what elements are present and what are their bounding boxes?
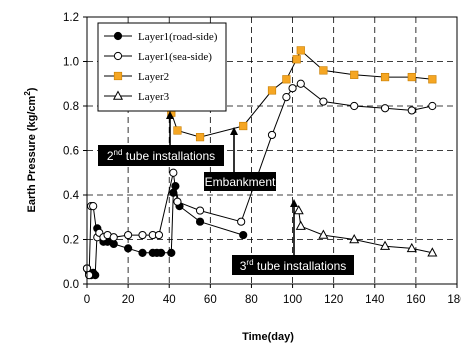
series-line xyxy=(86,184,244,277)
legend-marker xyxy=(112,90,124,100)
data-point xyxy=(239,121,248,131)
data-point xyxy=(427,247,438,257)
x-axis-title: Time(day) xyxy=(242,331,294,343)
legend-item: Layer1(road-side) xyxy=(104,31,218,43)
annotation-arrowhead-3rd-tube xyxy=(290,199,298,207)
annotation-box-3rd-tube xyxy=(232,255,354,275)
y-tick-label: 0.4 xyxy=(63,190,80,202)
data-point xyxy=(380,104,390,113)
data-point xyxy=(380,240,391,250)
data-point xyxy=(407,72,416,82)
data-point xyxy=(173,126,182,135)
annotation-2nd-tube: 2nd tube installations xyxy=(107,148,215,163)
annotation-arrowhead-embankment xyxy=(230,127,238,135)
data-point xyxy=(292,55,301,64)
x-tick-label: 0 xyxy=(84,294,90,306)
data-point xyxy=(195,217,205,226)
legend-label: Layer1(sea-side) xyxy=(138,51,212,63)
x-tick-label: 100 xyxy=(283,294,302,306)
x-tick-label: 120 xyxy=(324,294,343,306)
x-tick-label: 160 xyxy=(406,294,425,306)
data-point xyxy=(195,206,205,215)
x-tick-label: 180 xyxy=(447,294,461,306)
data-point xyxy=(296,46,305,55)
data-point xyxy=(138,230,147,240)
y-tick-label: 1.2 xyxy=(63,12,79,24)
data-point xyxy=(124,230,133,240)
annotation-box-embankment xyxy=(204,172,276,191)
series-1 xyxy=(82,182,248,280)
x-tick-label: 60 xyxy=(204,294,217,306)
data-point xyxy=(195,133,205,142)
data-point xyxy=(109,233,118,242)
data-point xyxy=(428,75,437,84)
legend-label: Layer3 xyxy=(138,91,170,103)
legend-label: Layer1(road-side) xyxy=(138,31,218,43)
x-tick-label: 40 xyxy=(163,294,176,306)
y-tick-label: 0.6 xyxy=(63,146,79,158)
legend-item: Layer1(sea-side) xyxy=(104,51,212,63)
data-point xyxy=(406,242,417,253)
y-tick-label: 0.8 xyxy=(63,101,79,113)
legend: Layer1(road-side) Layer1(sea-side) Layer2 L… xyxy=(97,22,227,112)
data-point xyxy=(428,101,437,111)
data-point xyxy=(349,233,360,244)
annotation-box-2nd-tube xyxy=(98,145,224,166)
data-point xyxy=(89,202,98,211)
series-3 xyxy=(167,46,437,142)
data-point xyxy=(319,66,328,75)
axis-ticks: 0 20 40 60 80 100 120 140 160 180 0.0 0.2 0.4 0.6 0.8 1… xyxy=(63,12,461,306)
y-tick-label: 1.0 xyxy=(63,57,79,69)
data-point xyxy=(282,93,291,102)
data-point xyxy=(109,239,118,249)
y-tick-label: 0.2 xyxy=(63,235,79,247)
data-point xyxy=(288,84,297,93)
data-point xyxy=(350,70,359,79)
x-tick-label: 20 xyxy=(122,294,135,306)
y-axis-title: Earth Pressure (kg/cm2) xyxy=(23,87,38,212)
data-point xyxy=(350,101,359,111)
legend-label: Layer2 xyxy=(138,71,169,83)
data-point xyxy=(237,217,246,226)
annotation-arrowhead-2nd-tube xyxy=(166,111,174,119)
legend-item: Layer3 xyxy=(104,90,170,103)
data-point xyxy=(267,130,277,140)
annotations: 2nd tube installations Embankment 3rd tu… xyxy=(98,111,354,275)
data-point xyxy=(124,244,133,253)
legend-marker xyxy=(113,31,123,41)
annotation-3rd-tube: 3rd tube installations xyxy=(240,258,347,273)
data-point xyxy=(296,79,305,88)
data-point xyxy=(319,97,328,106)
series-4 xyxy=(293,205,438,257)
data-point xyxy=(156,248,166,257)
legend-item: Layer2 xyxy=(104,71,169,83)
data-point xyxy=(295,220,306,230)
x-tick-label: 140 xyxy=(365,294,384,306)
data-point xyxy=(154,230,164,240)
data-point xyxy=(167,248,176,257)
data-point xyxy=(282,75,291,84)
data-point xyxy=(318,229,329,239)
data-point xyxy=(239,230,248,240)
data-point xyxy=(267,86,277,95)
y-tick-label: 0.0 xyxy=(63,279,79,291)
data-point xyxy=(407,106,416,115)
data-point xyxy=(173,197,182,206)
data-point xyxy=(138,248,147,257)
data-point xyxy=(169,168,178,177)
legend-marker xyxy=(113,71,123,81)
annotation-embankment: Embankment xyxy=(205,175,276,189)
x-tick-label: 80 xyxy=(245,294,258,306)
data-point xyxy=(380,72,390,82)
series-2 xyxy=(82,79,437,280)
data-point xyxy=(293,205,304,215)
legend-marker xyxy=(113,51,123,61)
